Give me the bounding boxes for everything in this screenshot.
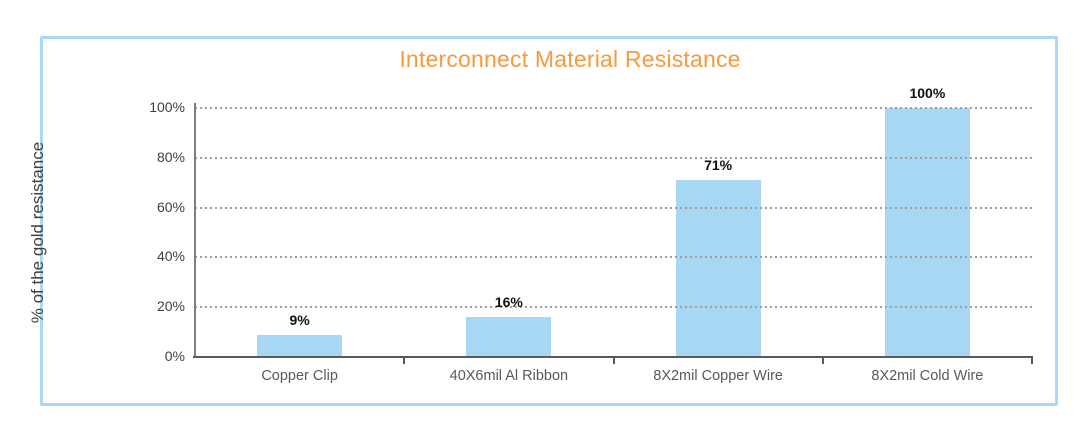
gridline-20% [195,306,1032,309]
category-label: 8X2mil Copper Wire [653,368,783,384]
x-axis-tick [612,356,615,364]
value-label: 71% [704,157,733,174]
y-tick-label: 20% [156,298,185,315]
category-label: Copper Clip [261,368,338,384]
chart-title: Interconnect Material Resistance [399,46,741,72]
category-label: 8X2mil Cold Wire [871,368,984,384]
y-tick-label: 40% [156,248,185,265]
y-tick-label: 100% [149,99,185,115]
bar-8x2mil-copper-wire [675,180,761,357]
value-label: 100% [909,85,946,101]
x-axis-tick [1031,356,1033,364]
plot-area [195,108,1032,357]
x-axis-tick [821,356,824,364]
y-tick-label: 60% [156,198,185,215]
y-axis-line [194,103,196,357]
y-tick-label: 80% [156,148,185,165]
gridline-100% [195,107,1032,109]
gridline-40% [195,256,1032,259]
value-label: 9% [289,311,310,328]
y-axis-title: % of the gold resistance [28,141,47,324]
bar-8x2mil-cold-wire [884,108,970,357]
bar-copper-clip [257,334,343,357]
bar-40x6mil-al-ribbon [466,317,552,357]
category-label: 40X6mil Al Ribbon [449,368,569,384]
gridline-80% [195,156,1032,159]
x-axis-tick [403,356,406,364]
value-label: 16% [494,294,523,311]
gridline-60% [195,206,1032,209]
y-tick-label: 0% [164,348,185,364]
